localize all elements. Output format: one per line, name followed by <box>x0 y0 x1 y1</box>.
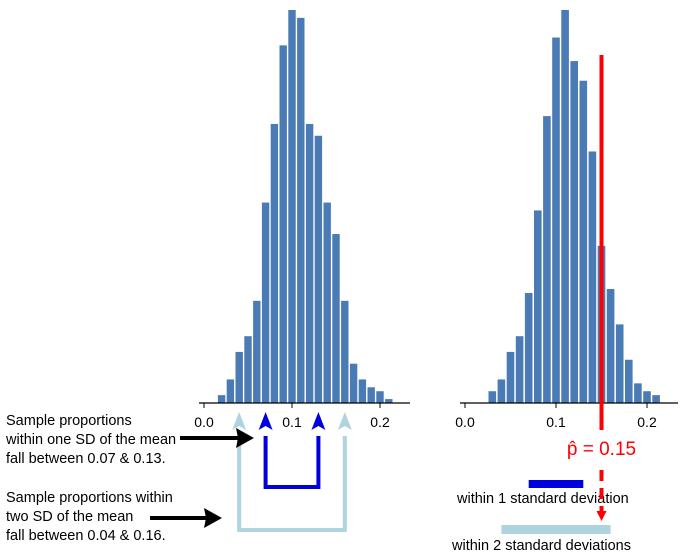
histogram-bar <box>643 391 651 403</box>
x-tick-label: 0.1 <box>546 414 566 430</box>
one-sd-pointer-arrowhead <box>236 428 254 448</box>
left-histogram-bars <box>217 10 393 404</box>
left-x-ticks: 0.0 0.1 0.2 <box>194 403 390 430</box>
histogram-bar <box>506 351 515 403</box>
histogram-bar <box>279 45 287 404</box>
histogram-bar <box>367 387 375 403</box>
two-sd-note-line-1: Sample proportions within <box>6 490 173 506</box>
histogram-bar <box>524 292 533 403</box>
two-sd-note-line-2: two SD of the mean <box>6 509 133 525</box>
histogram-bar <box>235 351 243 403</box>
one-sd-note-line-3: fall between 0.07 & 0.13. <box>6 451 166 467</box>
left-sd-annotations: Sample proportions within one SD of the … <box>5 412 352 544</box>
histogram-bar <box>358 379 367 403</box>
histogram-bar <box>244 336 252 403</box>
histogram-bar <box>385 399 393 403</box>
right-x-ticks: 0.0 0.1 0.2 <box>455 403 657 430</box>
one-sd-bracket-arrowhead-left <box>258 412 273 430</box>
histogram-bar <box>253 300 261 403</box>
histogram-bar <box>488 391 497 403</box>
one-sd-bracket <box>263 436 321 489</box>
x-tick-label: 0.0 <box>194 414 214 430</box>
histogram-bar <box>217 395 226 403</box>
histogram-bar <box>534 210 542 403</box>
histogram-bar <box>497 379 506 403</box>
right-histogram-bars <box>488 10 660 404</box>
p-hat-label-background <box>583 431 620 467</box>
histogram-bar <box>341 300 349 403</box>
histogram-bar <box>515 336 524 403</box>
histogram-bar <box>615 324 624 403</box>
histogram-bar <box>226 379 235 403</box>
histogram-bar <box>349 363 358 403</box>
one-sd-note-line-2: within one SD of the mean <box>5 432 176 448</box>
legend-one-sd-bar <box>528 480 584 488</box>
legend-two-sd-label: within 2 standard deviations <box>451 538 631 554</box>
left-histogram-panel: 0.0 0.1 0.2 <box>194 10 410 430</box>
histogram-bar <box>588 151 597 403</box>
two-sd-bracket-arrowhead-left <box>232 412 247 430</box>
histogram-bar <box>305 123 314 403</box>
histogram-bar <box>323 202 331 403</box>
legend-one-sd-label: within 1 standard deviation <box>456 491 629 507</box>
x-tick-label: 0.2 <box>637 414 657 430</box>
one-sd-note-line-1: Sample proportions <box>6 413 132 429</box>
legend-two-sd-bar <box>501 525 611 534</box>
histogram-bar <box>314 135 323 403</box>
two-sd-bracket-arrowhead-right <box>337 412 352 430</box>
two-sd-pointer-arrowhead <box>204 508 222 528</box>
histogram-bar <box>261 202 270 403</box>
histogram-bar <box>561 10 569 403</box>
histogram-bar <box>606 289 615 403</box>
histogram-bar <box>625 359 633 403</box>
histogram-bar <box>652 395 660 403</box>
p-hat-label: p̂ = 0.15 <box>567 439 636 460</box>
x-tick-label: 0.1 <box>282 414 302 430</box>
two-sd-bracket <box>237 436 347 532</box>
histogram-bar <box>297 17 305 404</box>
two-sd-note-line-3: fall between 0.04 & 0.16. <box>6 528 166 544</box>
histogram-bar <box>376 391 384 403</box>
histogram-bar <box>543 116 551 404</box>
histogram-bar <box>579 80 588 404</box>
one-sd-bracket-arrowhead-right <box>311 412 326 430</box>
x-tick-label: 0.0 <box>455 414 475 430</box>
histogram-bar <box>634 383 642 403</box>
histogram-bar <box>552 37 560 403</box>
histogram-bar <box>288 10 296 403</box>
histogram-bar <box>270 123 279 403</box>
histogram-bar <box>332 234 340 403</box>
right-histogram-panel: 0.0 0.1 0.2 <box>455 10 678 430</box>
x-tick-label: 0.2 <box>370 414 390 430</box>
histogram-bar <box>570 61 578 404</box>
right-annotations: p̂ = 0.15 within 1 standard deviation wi… <box>451 55 636 554</box>
